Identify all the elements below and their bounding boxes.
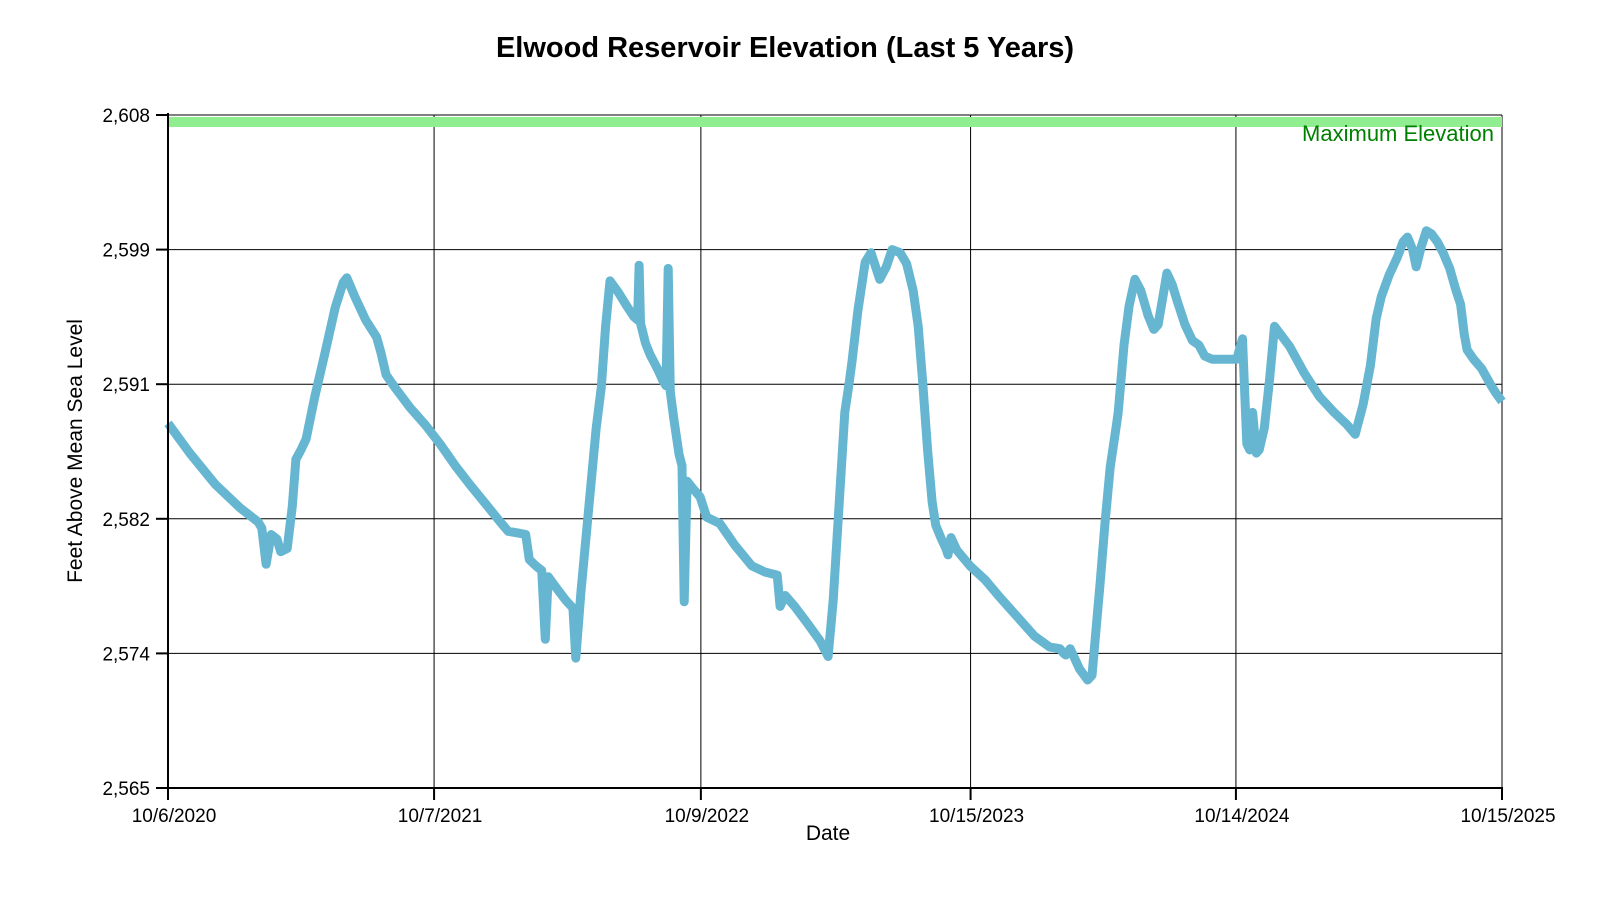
x-tick-label: 10/14/2024 [1194,806,1290,827]
axis-layer [156,113,1503,800]
y-tick-label: 2,599 [102,241,150,262]
y-axis-title: Feet Above Mean Sea Level [64,319,87,583]
y-tick-label: 2,591 [102,375,150,396]
tick-label-layer: 2,565 2,574 2,582 2,591 2,599 2,608 10/6/2020 1… [102,106,1555,827]
x-tick-label: 10/9/2022 [665,806,750,827]
y-tick-label: 2,608 [102,106,150,127]
y-tick-label: 2,582 [102,510,150,531]
max-elevation-band-layer [168,117,1502,127]
grid-layer [167,114,1503,789]
y-tick-label: 2,574 [102,644,150,665]
elevation-series-line [164,226,1506,685]
y-tick-label: 2,565 [102,779,150,800]
chart-title: Elwood Reservoir Elevation (Last 5 Years… [496,32,1074,64]
x-axis-title: Date [806,822,850,845]
max-elevation-band [168,117,1502,127]
x-tick-label: 10/15/2023 [929,806,1024,827]
x-tick-label: 10/15/2025 [1460,806,1555,827]
max-elevation-label: Maximum Elevation [1302,121,1494,146]
x-tick-label: 10/6/2020 [132,806,217,827]
x-tick-label: 10/7/2021 [398,806,483,827]
series-layer [164,226,1506,685]
